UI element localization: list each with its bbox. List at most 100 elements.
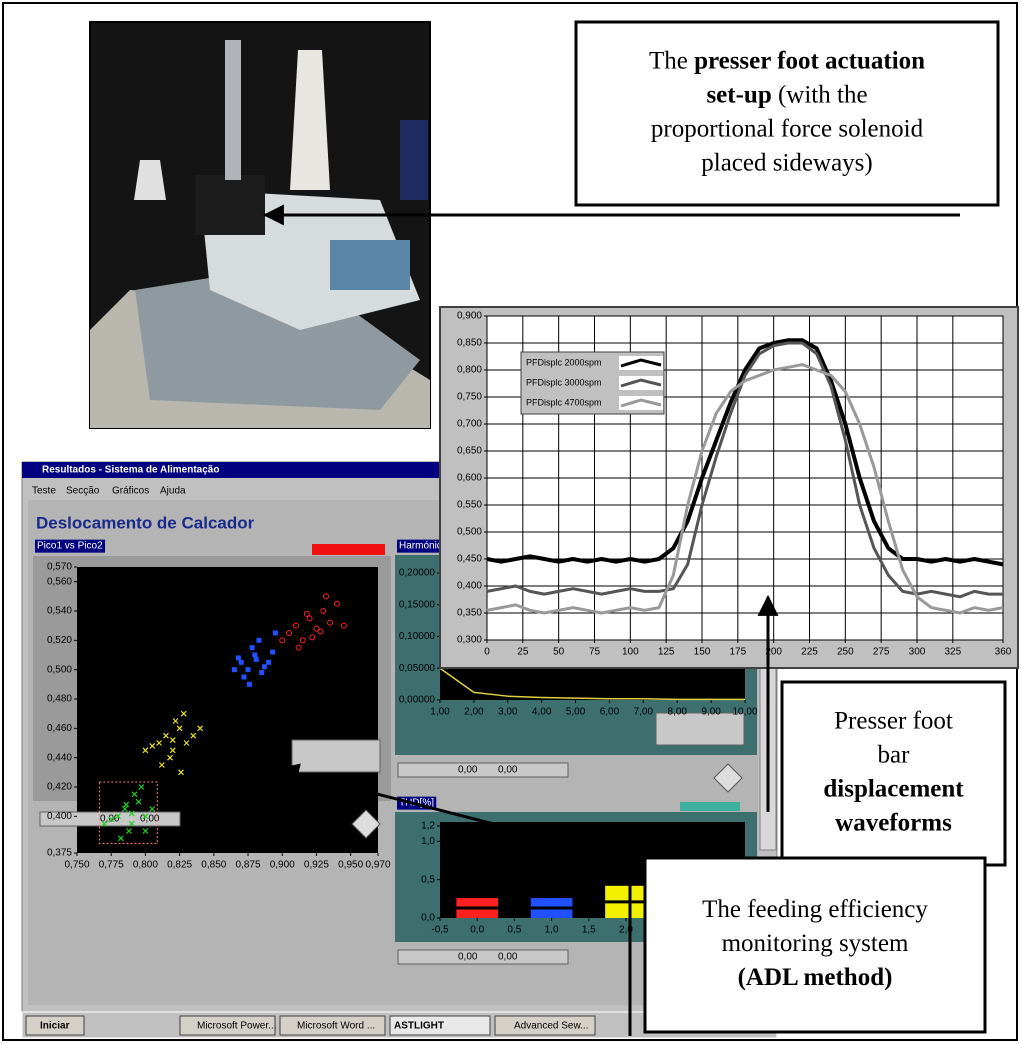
- x-tick-label: 0,850: [201, 860, 226, 871]
- callout-text: The feeding efficiency: [702, 896, 928, 923]
- thd-indicator: [680, 802, 740, 811]
- y-tick-label: 0,20000: [399, 568, 436, 579]
- point: [239, 660, 244, 665]
- x-tick-label: 0,825: [167, 860, 192, 871]
- x-tick-label: 0: [484, 647, 490, 658]
- callout-segment: (with the: [772, 81, 868, 108]
- callout-text: set-up (with the: [706, 81, 867, 108]
- readout: 0,00: [498, 952, 518, 963]
- callout-text: monitoring system: [722, 930, 909, 957]
- y-tick-label: 1,0: [421, 836, 435, 847]
- task-label[interactable]: ASTLIGHT: [394, 1021, 444, 1032]
- legend-label: PFDisplc 2000spm: [526, 357, 602, 367]
- legend-label: PFDisplc 4700spm: [526, 397, 602, 407]
- readout: 0,00: [140, 814, 160, 825]
- y-tick-label: 0,400: [47, 811, 72, 822]
- y-tick-label: 1,2: [421, 821, 435, 832]
- y-tick-label: 0,500: [47, 664, 72, 675]
- y-tick-label: 0,10000: [399, 631, 436, 642]
- x-tick-label: 0,0: [470, 925, 484, 936]
- indicator: [312, 544, 385, 555]
- y-tick-label: 0,700: [457, 419, 482, 430]
- x-tick-label: 275: [873, 647, 890, 658]
- point: [250, 645, 255, 650]
- point: [259, 670, 264, 675]
- legend-label: PFDisplc 3000spm: [526, 377, 602, 387]
- y-tick-label: 0,420: [47, 782, 72, 793]
- readout-box: [398, 763, 568, 777]
- start-label[interactable]: Iniciar: [40, 1021, 70, 1032]
- x-tick-label: 4,00: [532, 707, 552, 718]
- x-tick-label: 7,00: [634, 707, 654, 718]
- tool-buttons[interactable]: [292, 740, 380, 772]
- x-tick-label: 150: [694, 647, 711, 658]
- y-tick-label: 0,460: [47, 723, 72, 734]
- window-title: Resultados - Sistema de Alimentação: [42, 465, 219, 476]
- menu-item[interactable]: Secção: [66, 486, 100, 497]
- x-tick-label: 0,775: [99, 860, 124, 871]
- point: [256, 638, 261, 643]
- menu-item[interactable]: Ajuda: [160, 486, 186, 497]
- y-tick-label: 0,15000: [399, 599, 436, 610]
- x-tick-label: -0,5: [431, 925, 449, 936]
- point: [252, 653, 257, 658]
- callout-text: (ADL method): [738, 964, 893, 991]
- y-tick-label: 0,750: [457, 392, 482, 403]
- task-label[interactable]: Advanced Sew...: [514, 1021, 589, 1032]
- y-tick-label: 0,440: [47, 752, 72, 763]
- y-tick-label: 0,300: [457, 635, 482, 646]
- readout: 0,00: [458, 952, 478, 963]
- callout-segment: proportional force solenoid: [651, 115, 924, 142]
- photo-actuator: [225, 40, 241, 180]
- x-tick-label: 100: [622, 647, 639, 658]
- y-tick-label: 0,5: [421, 874, 435, 885]
- callout-text: displacement: [823, 775, 964, 802]
- x-tick-label: 1,0: [545, 925, 559, 936]
- x-tick-label: 25: [517, 647, 529, 658]
- photo-side: [330, 240, 410, 290]
- x-tick-label: 300: [909, 647, 926, 658]
- point: [262, 664, 267, 669]
- photo: [90, 22, 430, 428]
- callout-segment: The feeding efficiency: [702, 896, 928, 923]
- task-label[interactable]: Microsoft Word ...: [297, 1021, 375, 1032]
- x-tick-label: 3,00: [498, 707, 518, 718]
- callout-text: Presser foot: [834, 707, 953, 734]
- x-tick-label: 1,00: [430, 707, 450, 718]
- x-tick-label: 1,5: [582, 925, 596, 936]
- x-tick-label: 0,875: [236, 860, 261, 871]
- y-tick-label: 0,05000: [399, 663, 436, 674]
- x-tick-label: 125: [658, 647, 675, 658]
- y-tick-label: 0,600: [457, 473, 482, 484]
- tool-buttons[interactable]: [656, 713, 744, 745]
- callout-segment: waveforms: [835, 809, 952, 836]
- menu-item[interactable]: Gráficos: [112, 486, 149, 497]
- callout-text: placed sideways): [701, 149, 872, 176]
- y-tick-label: 0,375: [47, 848, 72, 859]
- menu-item[interactable]: Teste: [32, 486, 56, 497]
- y-tick-label: 0,650: [457, 446, 482, 457]
- point: [270, 650, 275, 655]
- point: [273, 631, 278, 636]
- task-label[interactable]: Microsoft Power...: [197, 1021, 276, 1032]
- heading: Deslocamento de Calcador: [36, 513, 255, 532]
- point: [266, 660, 271, 665]
- x-tick-label: 6,00: [600, 707, 620, 718]
- point: [254, 657, 259, 662]
- callout-text: bar: [878, 741, 911, 768]
- x-tick-label: 50: [553, 647, 565, 658]
- photo-solenoid: [195, 175, 265, 235]
- x-tick-label: 8,00: [667, 707, 687, 718]
- point: [246, 667, 251, 672]
- y-tick-label: 0,550: [457, 500, 482, 511]
- y-tick-label: 0,570: [47, 562, 72, 573]
- x-tick-label: 250: [837, 647, 854, 658]
- y-tick-label: 0,00000: [399, 695, 436, 706]
- x-tick-label: 2,00: [464, 707, 484, 718]
- x-tick-label: 360: [995, 647, 1012, 658]
- x-tick-label: 9,00: [701, 707, 721, 718]
- y-tick-label: 0,900: [457, 311, 482, 322]
- point: [247, 682, 252, 687]
- y-tick-label: 0,400: [457, 581, 482, 592]
- callout-segment: displacement: [823, 775, 964, 802]
